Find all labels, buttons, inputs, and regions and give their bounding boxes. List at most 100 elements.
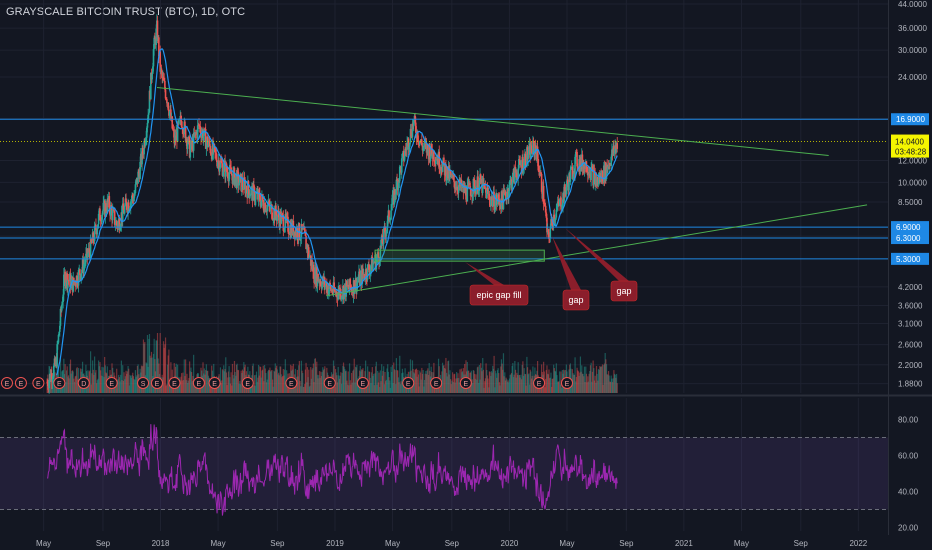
volume-bar	[335, 372, 337, 393]
candle-body	[284, 214, 287, 228]
y-tick-label: 24.0000	[898, 73, 927, 82]
earnings-marker-label: S	[141, 381, 146, 388]
candle-body	[139, 161, 141, 179]
volume-bar	[236, 363, 238, 393]
volume-bar	[506, 381, 509, 393]
candle-body	[209, 146, 212, 154]
candle-body	[438, 151, 441, 170]
volume-bar	[388, 377, 390, 393]
candle-body	[164, 80, 166, 90]
volume-bar	[170, 362, 172, 393]
candle-body	[514, 167, 517, 173]
volume-bar	[262, 365, 264, 393]
volume-bar	[439, 384, 441, 393]
volume-bar	[336, 375, 338, 393]
volume-bar	[395, 384, 397, 393]
earnings-marker	[285, 377, 298, 389]
volume-bar	[398, 382, 400, 393]
volume-bar	[530, 371, 532, 393]
candle-body	[597, 179, 600, 184]
volume-bar	[476, 379, 478, 393]
candle-body	[397, 179, 400, 191]
candle-body	[396, 179, 398, 181]
volume-bar	[405, 387, 408, 393]
price-tag	[891, 232, 929, 245]
volume-bar	[131, 375, 133, 393]
volume-bar	[521, 364, 523, 393]
candle-body	[154, 37, 156, 39]
candle-body	[113, 209, 115, 211]
candle-body	[87, 253, 89, 258]
volume-bar	[237, 369, 239, 393]
price-tag	[891, 252, 929, 265]
candle-body	[56, 344, 58, 367]
volume-bar	[225, 357, 227, 393]
candle-body	[250, 188, 252, 196]
volume-bar	[223, 371, 226, 393]
earnings-marker	[459, 377, 472, 389]
candle-body	[276, 215, 279, 221]
candle-body	[101, 211, 104, 215]
volume-bar	[306, 382, 308, 393]
volume-bar	[547, 373, 549, 393]
volume-bar	[486, 370, 488, 393]
volume-bar	[465, 360, 467, 393]
candle-body	[226, 172, 229, 179]
volume-bar	[134, 379, 136, 393]
candle-body	[518, 159, 520, 169]
volume-bar	[316, 374, 319, 393]
volume-bar	[352, 370, 354, 393]
volume-bar	[518, 374, 521, 393]
candle-body	[52, 376, 54, 380]
volume-bar	[452, 382, 454, 393]
candle-body	[346, 281, 348, 287]
volume-bar	[75, 375, 77, 393]
y-tick-label: 44.0000	[898, 0, 927, 9]
volume-bar	[72, 371, 74, 393]
candle-body	[296, 228, 299, 239]
volume-bar	[228, 366, 230, 393]
volume-bar	[320, 376, 323, 393]
candle-body	[148, 112, 150, 115]
candle-body	[394, 189, 396, 196]
volume-bar	[67, 375, 70, 393]
price-layer	[46, 14, 619, 394]
candle-body	[85, 253, 87, 263]
annotation-layer: epic gap fill gap gap	[465, 228, 638, 311]
price-tag-label: 6.9000	[896, 223, 921, 232]
candle-body	[388, 210, 390, 221]
volume-bar	[344, 369, 346, 393]
candle-body	[545, 212, 548, 218]
volume-bar	[602, 384, 604, 393]
volume-bar	[518, 375, 520, 393]
candle-body	[97, 213, 100, 225]
volume-bar	[492, 368, 495, 393]
volume-bar	[496, 377, 498, 393]
candle-body	[99, 220, 102, 222]
volume-bar	[266, 379, 268, 393]
candle-body	[385, 230, 388, 237]
volume-bar	[334, 386, 336, 393]
candle-body	[312, 264, 315, 279]
volume-bar	[350, 372, 353, 393]
volume-bar	[78, 382, 80, 393]
candle-body	[378, 257, 380, 264]
volume-bar	[512, 362, 514, 393]
volume-bar	[65, 382, 67, 393]
candle-body	[591, 166, 594, 169]
volume-bar	[433, 385, 436, 393]
candle-body	[72, 277, 75, 292]
candle-body	[172, 128, 174, 130]
earnings-marker-label: E	[289, 381, 294, 388]
x-tick-label: 2020	[501, 539, 519, 548]
candle-body	[108, 196, 111, 210]
volume-bar	[168, 381, 171, 393]
volume-bar	[575, 381, 577, 393]
volume-bar	[583, 376, 585, 393]
volume-bar	[152, 353, 155, 393]
candle-body	[329, 282, 331, 287]
candle-body	[59, 308, 62, 326]
candle-body	[483, 183, 486, 188]
volume-bar	[313, 382, 315, 393]
